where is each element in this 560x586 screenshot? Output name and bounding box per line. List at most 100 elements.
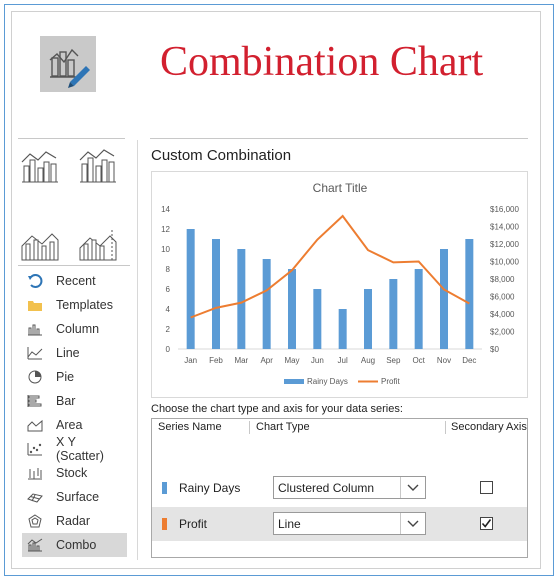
chart-preview: Chart Title 0 2 4 6 8 10 12 14 $0 $2,000 $4,000 $6,0… (151, 171, 528, 398)
y-tick-label: 4 (166, 305, 171, 314)
chart-type-radar[interactable]: Radar (22, 509, 127, 533)
chart-type-label: X Y (Scatter) (55, 435, 104, 463)
combo-subtype-stacked-area-column[interactable] (20, 226, 60, 262)
bar-may (288, 269, 296, 349)
header-divider (249, 421, 250, 434)
chart-type-dropdown[interactable]: Clustered Column (273, 476, 426, 499)
x-tick-label: Jan (184, 356, 197, 365)
checkmark-icon (481, 519, 492, 528)
chart-type-label: Line (56, 346, 80, 360)
pie-chart-icon (26, 369, 44, 385)
legend-label-profit: Profit (381, 377, 400, 386)
x-tick-label: Jul (338, 356, 348, 365)
bar-sep (389, 279, 398, 349)
chart-type-value: Line (278, 517, 301, 531)
chart-title: Chart Title (313, 181, 368, 195)
chart-type-label: Combo (56, 538, 97, 552)
x-tick-label: Nov (437, 356, 451, 365)
column-chart-icon (26, 321, 44, 337)
series-color-swatch (162, 518, 167, 530)
x-tick-label: Apr (260, 356, 273, 365)
series-row-rainy-days: Rainy Days Clustered Column (152, 471, 527, 505)
vertical-divider (137, 140, 138, 560)
scatter-chart-icon (26, 441, 44, 457)
y2-tick-label: $8,000 (490, 275, 515, 284)
y2-tick-label: $16,000 (490, 205, 519, 214)
series-color-swatch (162, 482, 167, 494)
recent-icon (26, 273, 44, 289)
chart-type-label: Area (56, 418, 83, 432)
y2-tick-label: $0 (490, 345, 499, 354)
x-tick-label: Dec (462, 356, 476, 365)
combo-subtype-column-line-secondary[interactable] (78, 148, 118, 184)
chart-type-bar[interactable]: Bar (22, 389, 127, 413)
bar-jan (186, 229, 195, 349)
y-tick-label: 12 (161, 225, 170, 234)
bar-oct (414, 269, 423, 349)
chart-type-recent[interactable]: Recent (22, 269, 127, 293)
line-chart-icon (26, 345, 44, 361)
chart-type-label: Pie (56, 370, 75, 384)
y2-tick-label: $12,000 (490, 240, 519, 249)
combo-chart-edit-icon (40, 36, 96, 92)
bar-jul (338, 309, 347, 349)
y-tick-label: 0 (166, 345, 171, 354)
chart-type-templates[interactable]: Templates (22, 293, 127, 317)
bar-apr (262, 259, 271, 349)
x-tick-label: Feb (209, 356, 223, 365)
x-tick-label: May (284, 356, 299, 365)
x-tick-label: Sep (386, 356, 401, 365)
x-tick-label: Aug (361, 356, 375, 365)
chart-type-column[interactable]: Column (22, 317, 127, 341)
chart-type-dropdown[interactable]: Line (273, 512, 426, 535)
chart-type-label: Column (56, 322, 100, 336)
bar-nov (440, 249, 448, 349)
surface-chart-icon (26, 489, 44, 505)
header-series-name: Series Name (158, 421, 222, 433)
chart-type-line[interactable]: Line (22, 341, 127, 365)
y-tick-label: 8 (166, 265, 171, 274)
secondary-axis-checkbox[interactable] (480, 481, 493, 494)
x-tick-label: Mar (234, 356, 248, 365)
combo-chart: Chart Title 0 2 4 6 8 10 12 14 $0 $2,000 $4,000 $6,0… (161, 181, 519, 386)
series-row-profit: Profit Line (152, 507, 527, 541)
series-name: Rainy Days (179, 481, 241, 495)
chart-type-label: Recent (56, 274, 96, 288)
divider (18, 265, 130, 266)
chart-type-stock[interactable]: Stock (22, 461, 127, 485)
y-tick-label: 2 (166, 325, 171, 334)
x-tick-label: Oct (412, 356, 425, 365)
dialog-inner-border (11, 11, 541, 569)
chevron-down-icon[interactable] (400, 513, 425, 534)
y2-tick-label: $14,000 (490, 223, 519, 232)
stock-chart-icon (26, 465, 44, 481)
y2-tick-label: $2,000 (490, 328, 515, 337)
y-tick-label: 10 (161, 245, 170, 254)
bar-aug (364, 289, 372, 349)
combo-subtype-custom[interactable] (78, 226, 118, 262)
folder-icon (26, 297, 44, 313)
combo-subtype-clustered-column-line[interactable] (20, 148, 60, 184)
area-chart-icon (26, 417, 44, 433)
chart-type-area[interactable]: Area (22, 413, 127, 437)
chart-type-label: Radar (56, 514, 91, 528)
secondary-axis-checkbox[interactable] (480, 517, 493, 530)
y-tick-label: 14 (161, 205, 170, 214)
series-table-header: Series Name Chart Type Secondary Axis (152, 419, 527, 437)
y2-tick-label: $6,000 (490, 293, 515, 302)
bar-dec (465, 239, 474, 349)
chart-type-label: Stock (56, 466, 88, 480)
bar-jun (313, 289, 322, 349)
y2-tick-label: $10,000 (490, 258, 519, 267)
y2-tick-label: $4,000 (490, 310, 515, 319)
section-title: Custom Combination (151, 147, 292, 164)
chevron-down-icon[interactable] (400, 477, 425, 498)
dialog-frame (4, 4, 554, 576)
legend-swatch-rainy-days (284, 379, 304, 384)
chart-type-x-y-scatter[interactable]: X Y (Scatter) (22, 435, 127, 463)
page-headline: Combination Chart (160, 39, 484, 85)
chart-type-pie[interactable]: Pie (22, 365, 127, 389)
chart-type-value: Clustered Column (278, 481, 375, 495)
chart-type-combo[interactable]: Combo (22, 533, 127, 557)
chart-type-surface[interactable]: Surface (22, 485, 127, 509)
